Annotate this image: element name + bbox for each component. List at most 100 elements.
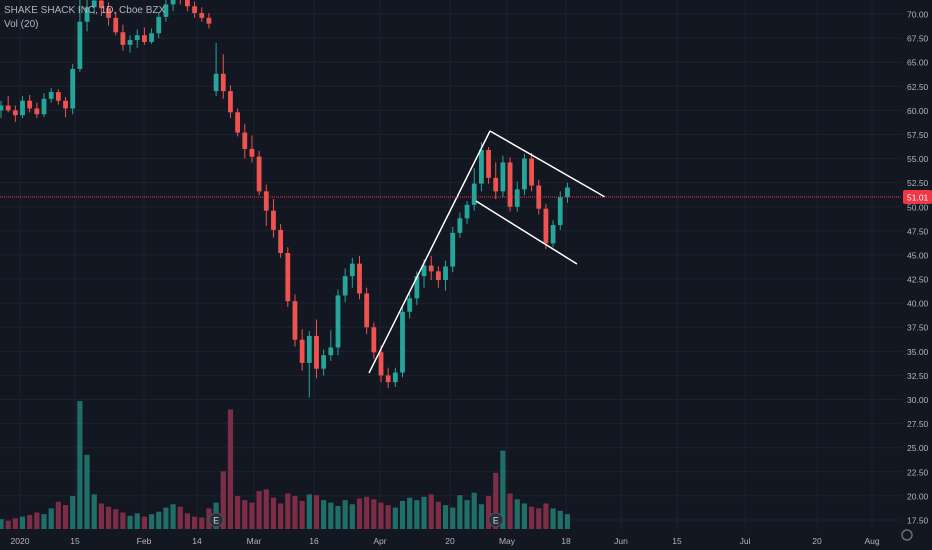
- candle-body: [263, 191, 269, 211]
- trendline-pole-left[interactable]: [368, 130, 491, 374]
- candle: [34, 102, 40, 119]
- volume-bar: [464, 500, 470, 529]
- volume-bar: [170, 504, 176, 529]
- volume-bar: [321, 500, 327, 529]
- time-tick-label: 15: [70, 536, 80, 546]
- volume-bar: [292, 496, 298, 529]
- time-tick-label: Mar: [247, 536, 262, 546]
- candle: [486, 147, 491, 184]
- price-axis[interactable]: 70.00 67.50 65.00 62.50 60.00 57.50 55.00 52.50…: [907, 10, 929, 526]
- candle: [522, 153, 527, 196]
- price-tick-label: 60.00: [907, 106, 929, 116]
- candle-body: [443, 266, 448, 281]
- price-tick-label: 17.50: [907, 516, 929, 526]
- price-tick-label: 45.00: [907, 250, 929, 260]
- volume-bar: [313, 495, 320, 529]
- candle: [565, 182, 570, 203]
- trendline-drawings[interactable]: [368, 130, 606, 374]
- price-tick-label: 65.00: [907, 58, 929, 68]
- volume-bar: [457, 495, 463, 529]
- candle: [263, 184, 269, 227]
- candle-body: [522, 158, 527, 190]
- candle-body: [84, 7, 90, 22]
- candle-body: [0, 105, 4, 111]
- candle: [335, 289, 341, 356]
- settings-gear[interactable]: [901, 529, 913, 541]
- candle: [163, 0, 169, 22]
- candle: [20, 95, 25, 119]
- earnings-marker[interactable]: E: [208, 512, 224, 528]
- candle-body: [464, 204, 470, 219]
- candle: [77, 0, 83, 72]
- candle-body: [228, 91, 233, 113]
- candle-body: [185, 0, 190, 7]
- candle: [179, 0, 181, 5]
- volume-bar: [335, 505, 341, 529]
- candle-body: [206, 17, 212, 24]
- candle-body: [199, 13, 205, 18]
- candle: [98, 0, 104, 16]
- candle-body: [299, 339, 305, 363]
- volume-bar: [507, 493, 513, 529]
- time-tick-label: 16: [309, 536, 319, 546]
- candle: [493, 162, 499, 200]
- candle-body: [435, 271, 441, 281]
- volume-indicator-label: Vol (20): [4, 19, 39, 30]
- earnings-marker[interactable]: E: [488, 512, 504, 528]
- candle: [392, 367, 398, 387]
- volume-bar: [564, 514, 571, 529]
- price-tick-label: 52.50: [907, 178, 929, 188]
- candle: [278, 224, 284, 258]
- candle-body: [371, 327, 377, 353]
- candle: [106, 2, 111, 26]
- candle-body: [213, 73, 219, 92]
- volume-bar: [55, 501, 61, 529]
- candle-body: [557, 197, 563, 226]
- trendline-channel-top[interactable]: [489, 130, 606, 198]
- candle-body: [328, 347, 334, 356]
- volume-bar: [407, 497, 413, 529]
- volume-bar: [148, 514, 155, 529]
- candle-body: [256, 156, 262, 192]
- earnings-badge[interactable]: [488, 512, 504, 528]
- candle: [464, 200, 470, 225]
- candle: [428, 255, 434, 281]
- candle: [285, 247, 291, 307]
- volume-bar: [435, 501, 441, 529]
- volume-bar: [528, 506, 535, 529]
- volume-bar: [485, 496, 492, 529]
- candle: [507, 157, 513, 212]
- candle-body: [77, 21, 83, 69]
- gear-icon[interactable]: [901, 529, 913, 541]
- candle: [256, 150, 262, 196]
- candle-body: [192, 6, 197, 14]
- volume-bar: [263, 489, 269, 529]
- candle-body: [471, 183, 477, 205]
- candle-body: [493, 177, 499, 192]
- volume-bar: [270, 497, 277, 529]
- candle-body: [500, 162, 506, 192]
- candle: [120, 24, 126, 51]
- volume-bar: [184, 513, 191, 529]
- candle-body: [278, 229, 284, 254]
- volume-bar: [134, 513, 140, 529]
- time-axis[interactable]: 2020 15 Feb 14 Mar 16 Apr 20 May 18 Jun 15 Jul 20 Aug: [11, 536, 880, 546]
- candle: [529, 152, 534, 192]
- earnings-badge[interactable]: [208, 512, 224, 528]
- symbol-title: SHAKE SHACK INC, 1D, Cboe BZX: [4, 5, 166, 16]
- volume-bar: [156, 511, 162, 529]
- candle-body: [48, 92, 54, 99]
- volume-bar: [177, 506, 183, 529]
- trendline-channel-bottom[interactable]: [475, 200, 578, 265]
- candle: [235, 108, 241, 137]
- candle: [242, 123, 248, 159]
- candle-body: [285, 253, 291, 302]
- candle: [113, 12, 119, 36]
- price-tick-label: 70.00: [907, 10, 929, 20]
- candle-body: [392, 372, 398, 383]
- volume-bar: [364, 496, 370, 529]
- candle: [228, 85, 233, 119]
